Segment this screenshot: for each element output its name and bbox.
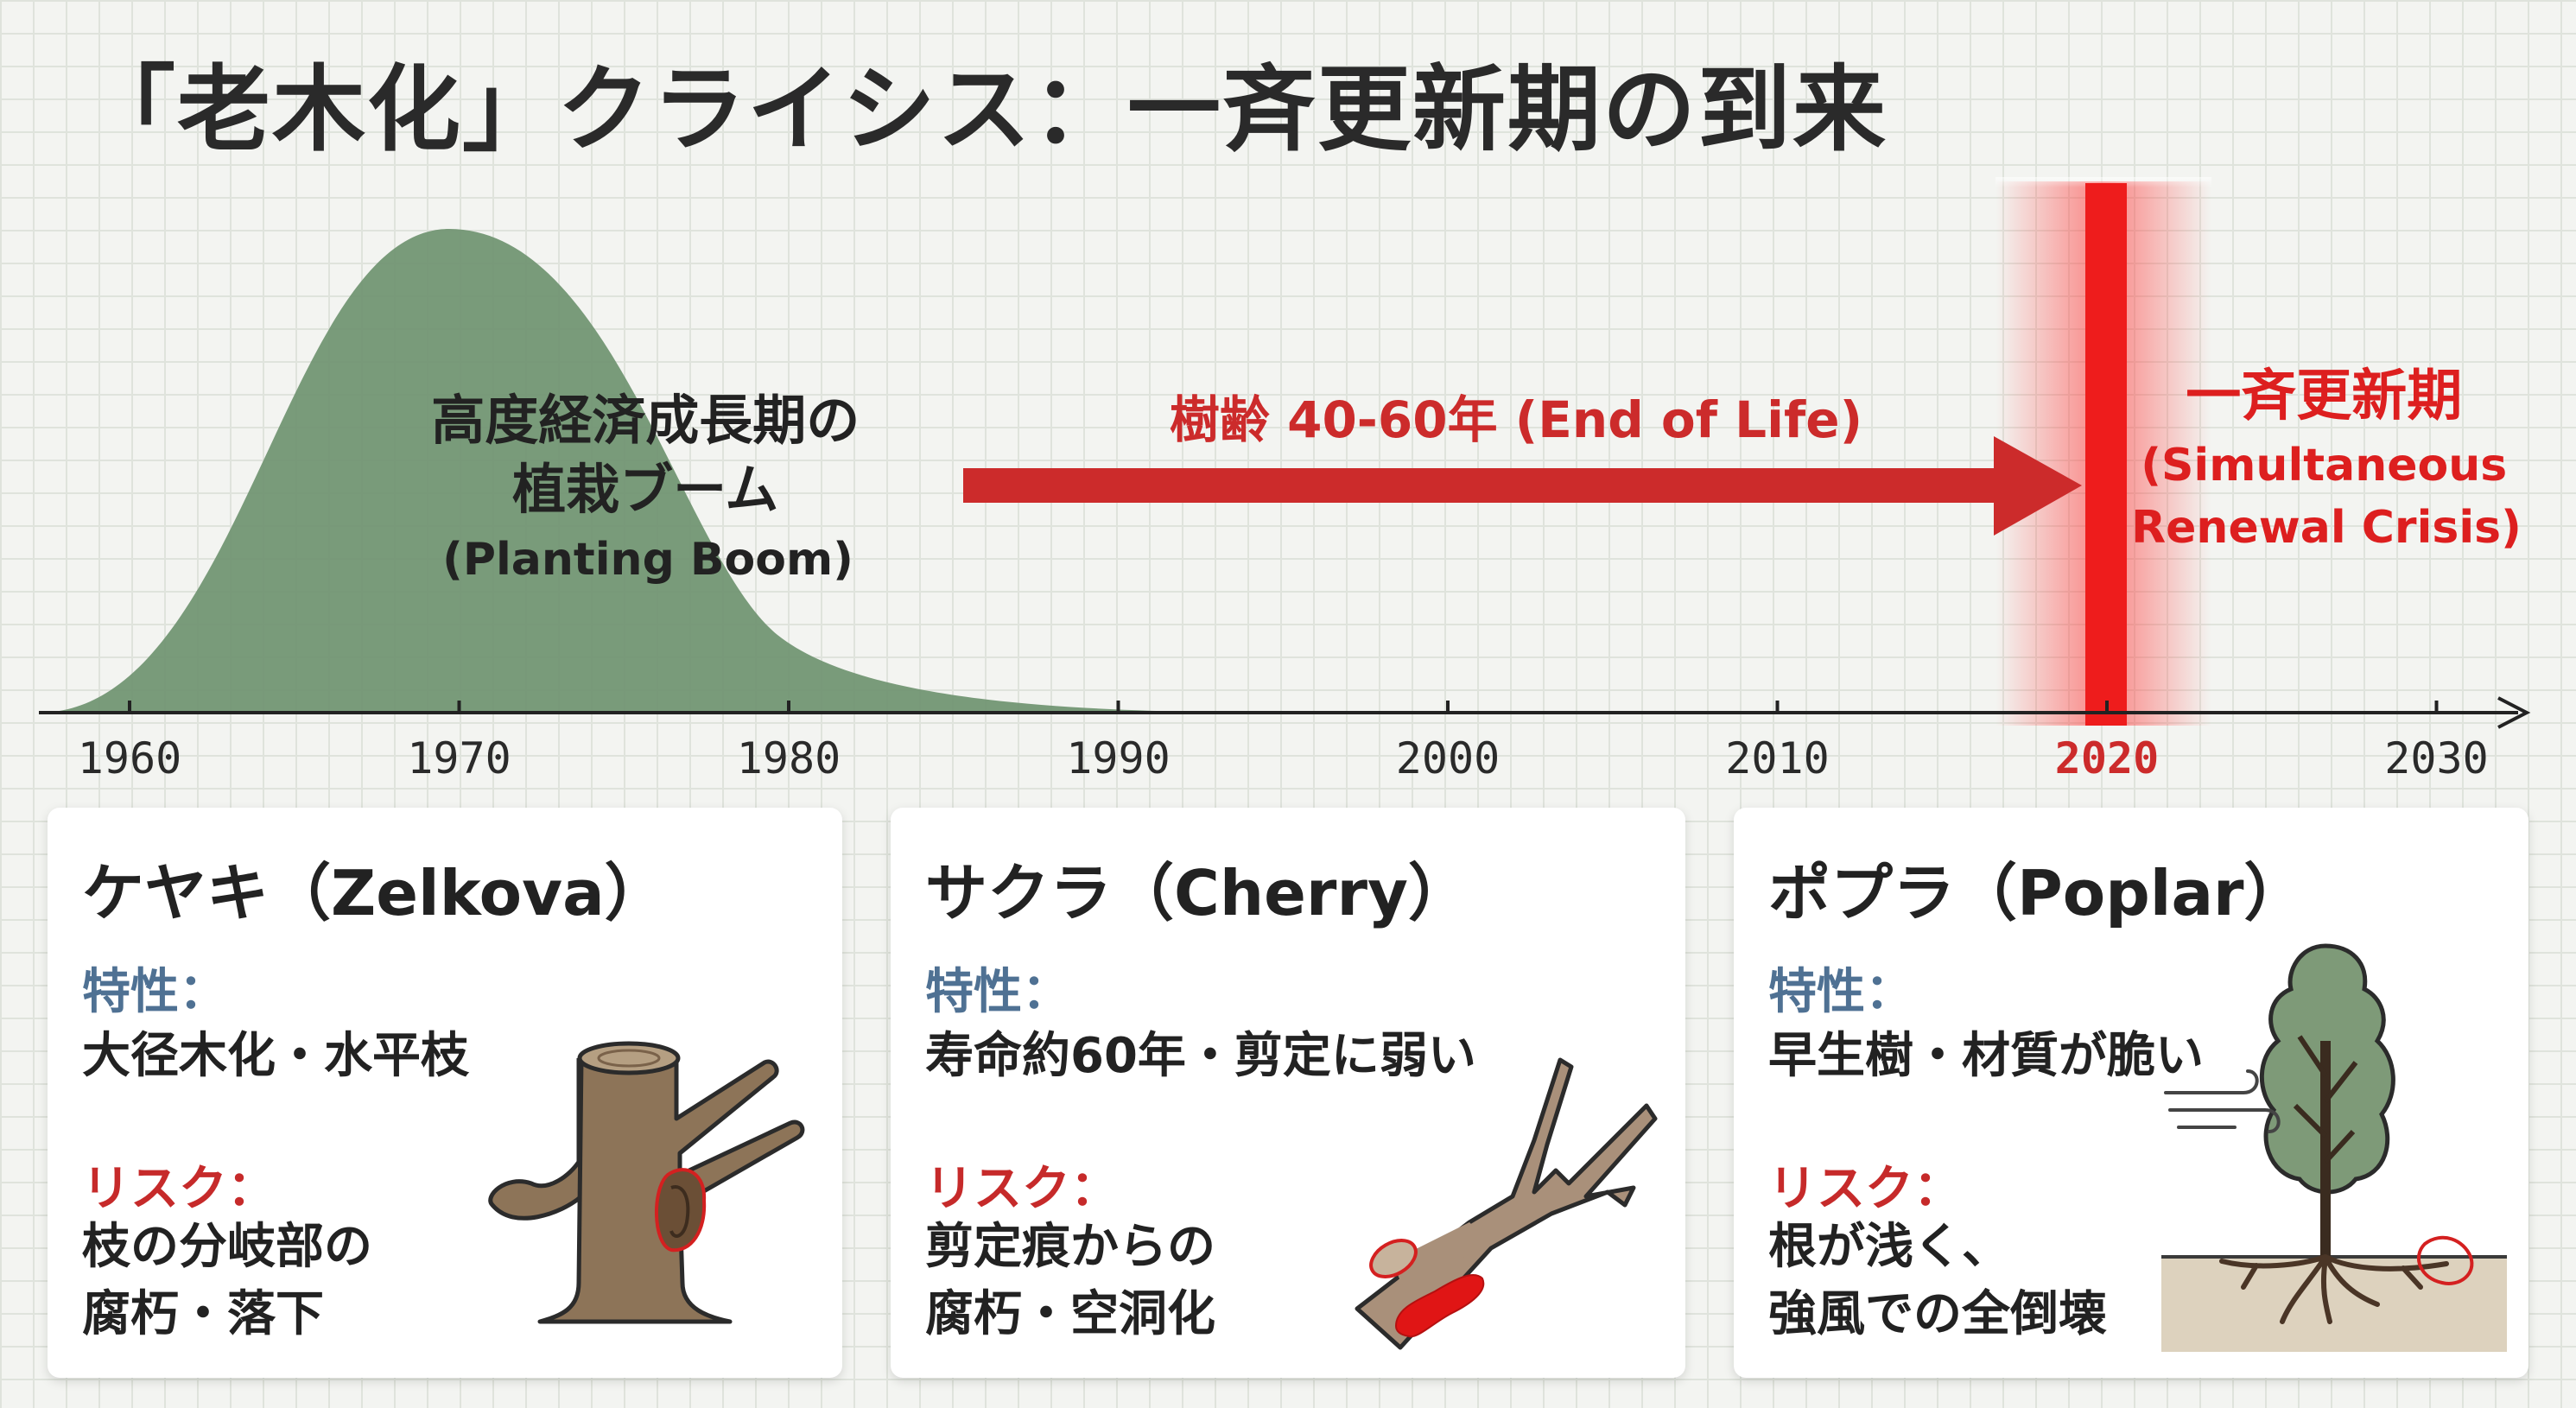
boom-label-line3: (Planting Boom) xyxy=(442,534,853,586)
x-axis-arrowhead xyxy=(2497,696,2531,729)
trait-label: 特性： xyxy=(82,964,227,1020)
page-title: 「老木化」クライシス：一斉更新期の到来 xyxy=(82,56,1888,164)
risk-line: 枝の分岐部の xyxy=(82,1219,372,1275)
risk-line: 腐朽・落下 xyxy=(82,1286,324,1342)
svg-text:一斉更新期 (Simultaneous Re: 一斉更新期 (Simultaneous Renewal Crisis) xyxy=(2131,365,2522,554)
zelkova-trunk-icon xyxy=(488,1041,805,1324)
crisis-line xyxy=(2085,183,2127,726)
crisis-label-line2: (Simultaneous xyxy=(2141,440,2507,492)
risk-label: リスク： xyxy=(82,1161,276,1217)
crisis-label-line3: Renewal Crisis) xyxy=(2131,502,2522,554)
axis-tick-label: 1960 xyxy=(78,733,181,783)
card-title: サクラ（Cherry） xyxy=(925,857,1470,929)
crisis-label-line1: 一斉更新期 xyxy=(2186,365,2462,428)
axis-tick-label: 2000 xyxy=(1396,733,1500,783)
svg-text:高度経済成長期の 植栽ブーム (Planti: 高度経済成長期の 植栽ブーム (Planting Boom) xyxy=(431,389,865,586)
card-title: ケヤキ（Zelkova） xyxy=(82,857,667,929)
poplar-tree-icon xyxy=(2161,943,2507,1352)
axis-tick-label: 2020 xyxy=(2055,733,2159,783)
risk-line: 剪定痕からの xyxy=(925,1219,1215,1275)
risk-label: リスク： xyxy=(1768,1161,1962,1217)
planting-boom-curve xyxy=(39,229,1296,713)
card-cherry: サクラ（Cherry） 特性： 寿命約60年・剪定に弱い リスク： 剪定痕からの… xyxy=(891,808,1685,1378)
cherry-branch-icon xyxy=(1355,1057,1658,1350)
timeline-chart: 1960 1970 1980 1990 2000 2010 2020 2030 高度経済成長期… xyxy=(39,177,2531,783)
axis-tick-label: 2030 xyxy=(2384,733,2488,783)
trait-text: 大径木化・水平枝 xyxy=(82,1028,469,1084)
card-zelkova: ケヤキ（Zelkova） 特性： 大径木化・水平枝 リスク： 枝の分岐部の 腐朽… xyxy=(48,808,842,1378)
risk-line: 腐朽・空洞化 xyxy=(925,1286,1215,1342)
card-title: ポプラ（Poplar） xyxy=(1768,857,2306,929)
axis-tick-label: 1990 xyxy=(1066,733,1170,783)
lifespan-arrow-shaft xyxy=(963,468,2000,503)
arrow-label: 樹齢 40-60年 (End of Life) xyxy=(1170,390,1862,449)
trait-text: 早生樹・材質が脆い xyxy=(1768,1028,2204,1084)
axis-tick-label: 1980 xyxy=(737,733,841,783)
risk-text: 剪定痕からの 腐朽・空洞化 xyxy=(925,1214,1409,1348)
lifespan-arrowhead xyxy=(1994,436,2082,536)
boom-label-line2: 植栽ブーム xyxy=(512,458,778,521)
risk-text: 枝の分岐部の 腐朽・落下 xyxy=(82,1214,566,1348)
risk-line: 根が浅く、 xyxy=(1768,1219,2010,1275)
card-poplar: ポプラ（Poplar） 特性： 早生樹・材質が脆い リスク： 根が浅く、 強風で… xyxy=(1734,808,2528,1378)
trait-label: 特性： xyxy=(925,964,1070,1020)
risk-label: リスク： xyxy=(925,1161,1119,1217)
trait-label: 特性： xyxy=(1768,964,1913,1020)
risk-line: 強風での全倒壊 xyxy=(1768,1286,2107,1342)
risk-text: 根が浅く、 強風での全倒壊 xyxy=(1768,1214,2252,1348)
axis-tick-label: 1970 xyxy=(407,733,511,783)
axis-tick-label: 2010 xyxy=(1725,733,1829,783)
boom-label-line1: 高度経済成長期の xyxy=(431,389,860,452)
trait-text: 寿命約60年・剪定に弱い xyxy=(925,1028,1476,1084)
